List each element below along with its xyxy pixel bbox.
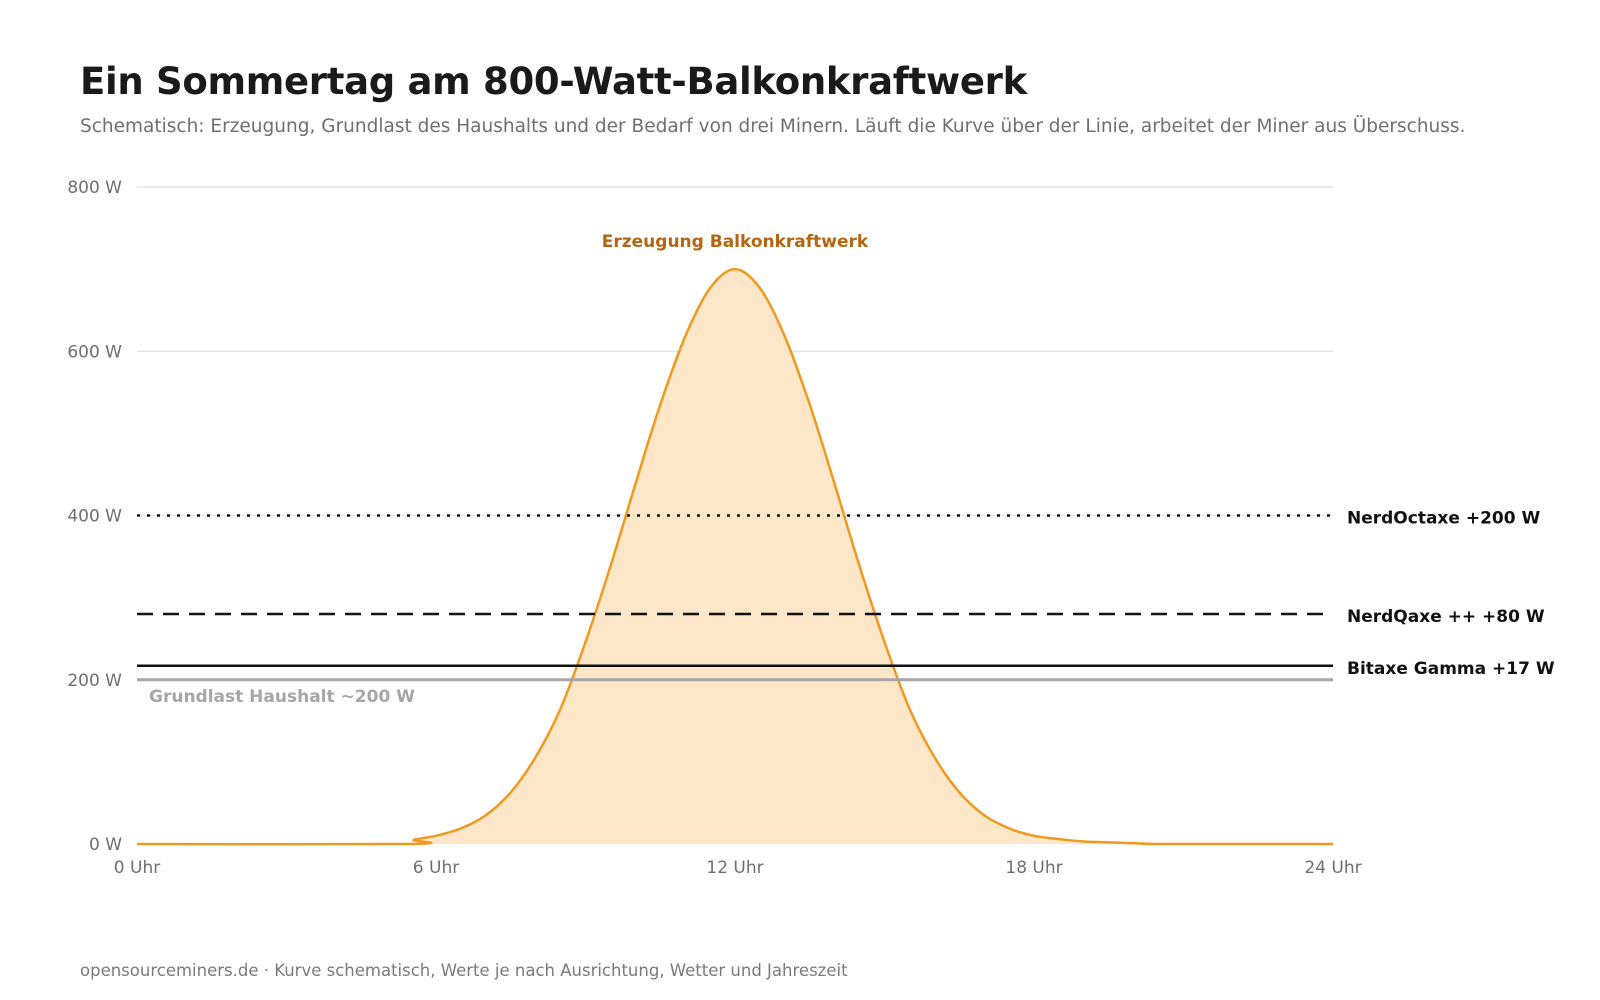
generation-area-fill (137, 269, 1333, 845)
y-tick-label: 400 W (67, 507, 122, 527)
generation-label: Erzeugung Balkonkraftwerk (602, 232, 869, 252)
miner-label: NerdOctaxe +200 W (1347, 509, 1540, 529)
miner-label: Bitaxe Gamma +17 W (1347, 659, 1555, 679)
chart-title: Ein Sommertag am 800-Watt-Balkonkraftwer… (80, 60, 1027, 103)
generation-line (136, 267, 1333, 846)
chart-subtitle: Schematisch: Erzeugung, Grundlast des Ha… (80, 116, 1466, 137)
x-tick-label: 6 Uhr (413, 858, 459, 878)
series-labels: Erzeugung Balkonkraftwerk Grundlast Haush… (149, 232, 1555, 707)
y-tick-label: 0 W (89, 835, 122, 855)
chart-footer: opensourceminers.de · Kurve schematisch,… (80, 961, 848, 980)
y-tick-label: 600 W (67, 342, 122, 362)
x-tick-label: 12 Uhr (706, 858, 763, 878)
reference-lines (137, 514, 1333, 682)
x-tick-label: 0 Uhr (114, 858, 160, 878)
y-tick-label: 800 W (67, 178, 122, 198)
generation-area (136, 267, 1333, 846)
miner-label: NerdQaxe ++ +80 W (1347, 607, 1545, 627)
baseload-label: Grundlast Haushalt ~200 W (149, 687, 415, 707)
y-tick-label: 200 W (67, 671, 122, 691)
x-tick-label: 18 Uhr (1005, 858, 1062, 878)
axes: 0 W 200 W 400 W 600 W 800 W 0 Uhr 6 Uhr 12 Uhr 1… (67, 178, 1361, 878)
x-tick-label: 24 Uhr (1304, 858, 1361, 878)
